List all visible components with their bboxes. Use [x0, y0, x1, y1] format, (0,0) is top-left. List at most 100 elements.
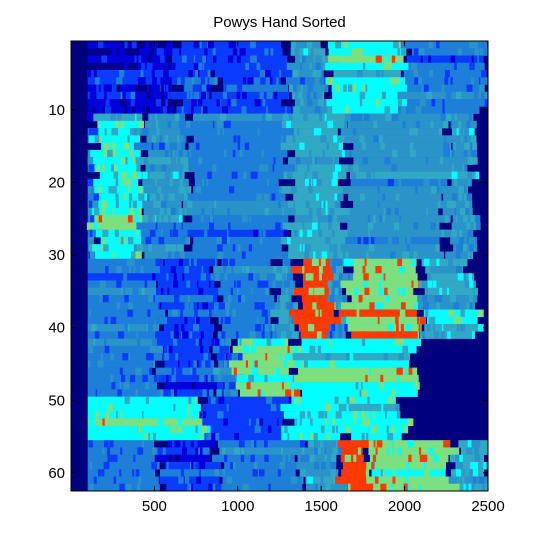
heatmap-cell [370, 476, 454, 485]
heatmap-streak [87, 360, 91, 368]
heatmap-streak [315, 62, 321, 71]
heatmap-streak [465, 142, 471, 151]
heatmap-streak [183, 193, 191, 201]
heatmap-streak [308, 84, 314, 93]
heatmap-streak [201, 266, 204, 274]
heatmap-streak [373, 440, 376, 448]
heatmap-streak [206, 432, 211, 441]
heatmap-streak [363, 331, 366, 339]
heatmap-streak [325, 483, 331, 492]
heatmap-streak [314, 461, 320, 470]
heatmap-streak [193, 360, 197, 368]
heatmap-streak [462, 164, 465, 172]
heatmap-streak [99, 295, 102, 303]
heatmap-streak [132, 287, 139, 296]
heatmap-cell [86, 222, 144, 231]
heatmap-cell [172, 48, 225, 56]
heatmap-streak [237, 135, 241, 143]
heatmap-streak [119, 70, 125, 78]
heatmap-streak [133, 266, 136, 274]
heatmap-streak [183, 476, 186, 485]
heatmap-streak [470, 215, 475, 223]
heatmap-streak [124, 396, 130, 405]
heatmap-streak [403, 251, 410, 260]
heatmap-streak [179, 48, 182, 56]
heatmap-streak [120, 178, 123, 187]
heatmap-streak [347, 84, 353, 93]
heatmap-cell [87, 55, 149, 64]
heatmap-streak [332, 171, 338, 180]
heatmap-streak [132, 469, 135, 477]
heatmap-streak [469, 128, 475, 136]
heatmap-streak [124, 41, 128, 49]
heatmap-streak [127, 215, 133, 223]
heatmap-streak [319, 70, 324, 78]
heatmap-streak [405, 476, 408, 485]
heatmap-cell [353, 142, 452, 151]
heatmap-streak [264, 207, 269, 216]
heatmap-streak [167, 345, 169, 354]
heatmap-streak [216, 99, 221, 107]
heatmap-cell [87, 41, 138, 49]
heatmap-streak [154, 113, 158, 122]
heatmap-streak [300, 266, 303, 274]
heatmap-streak [160, 91, 164, 100]
heatmap-streak [210, 396, 216, 405]
heatmap-streak [481, 91, 485, 100]
heatmap-streak [334, 287, 341, 296]
heatmap-streak [88, 128, 94, 136]
heatmap-streak [359, 135, 365, 143]
x-tick-label: 2000 [388, 498, 421, 515]
heatmap-cell [160, 469, 227, 477]
heatmap-streak [336, 258, 342, 267]
heatmap-streak [160, 106, 167, 114]
heatmap-cell [193, 135, 295, 143]
heatmap-streak [428, 41, 434, 49]
heatmap-streak [110, 113, 113, 122]
heatmap-streak [286, 295, 289, 303]
heatmap-streak [212, 55, 219, 64]
heatmap-streak [206, 84, 212, 93]
heatmap-streak [360, 193, 365, 201]
heatmap-streak [380, 142, 385, 151]
heatmap-streak [178, 120, 184, 129]
heatmap-streak [395, 316, 399, 325]
heatmap-streak [285, 295, 288, 303]
heatmap-cell [87, 324, 160, 332]
heatmap-streak [414, 77, 419, 85]
heatmap-streak [253, 440, 257, 448]
heatmap-streak [151, 70, 155, 78]
heatmap-cell [87, 84, 136, 93]
heatmap-streak [256, 62, 261, 71]
heatmap-streak [89, 309, 91, 318]
heatmap-streak [341, 324, 345, 332]
heatmap-streak [224, 149, 227, 158]
heatmap-cell [351, 432, 402, 441]
heatmap-streak [454, 229, 457, 238]
heatmap-streak [423, 461, 426, 470]
heatmap-streak [151, 338, 158, 347]
heatmap-streak [303, 309, 306, 318]
heatmap-streak [368, 367, 371, 376]
heatmap-cell [94, 186, 150, 194]
heatmap-streak [334, 396, 339, 405]
heatmap-streak [88, 70, 92, 78]
heatmap-cell [87, 389, 162, 397]
heatmap-streak [312, 215, 318, 223]
heatmap-streak [259, 91, 264, 100]
heatmap-streak [351, 48, 358, 56]
heatmap-streak [261, 149, 264, 158]
heatmap-streak [116, 411, 118, 419]
heatmap-cell [211, 91, 290, 100]
heatmap-streak [304, 244, 311, 252]
heatmap-streak [195, 360, 199, 368]
heatmap-streak [88, 251, 94, 260]
heatmap-streak [330, 469, 336, 477]
heatmap-streak [254, 461, 258, 470]
heatmap-streak [324, 411, 328, 419]
heatmap-streak [423, 178, 427, 187]
heatmap-streak [471, 440, 475, 448]
heatmap-cell [302, 302, 343, 310]
heatmap-streak [292, 331, 298, 339]
heatmap-streak [329, 331, 333, 339]
